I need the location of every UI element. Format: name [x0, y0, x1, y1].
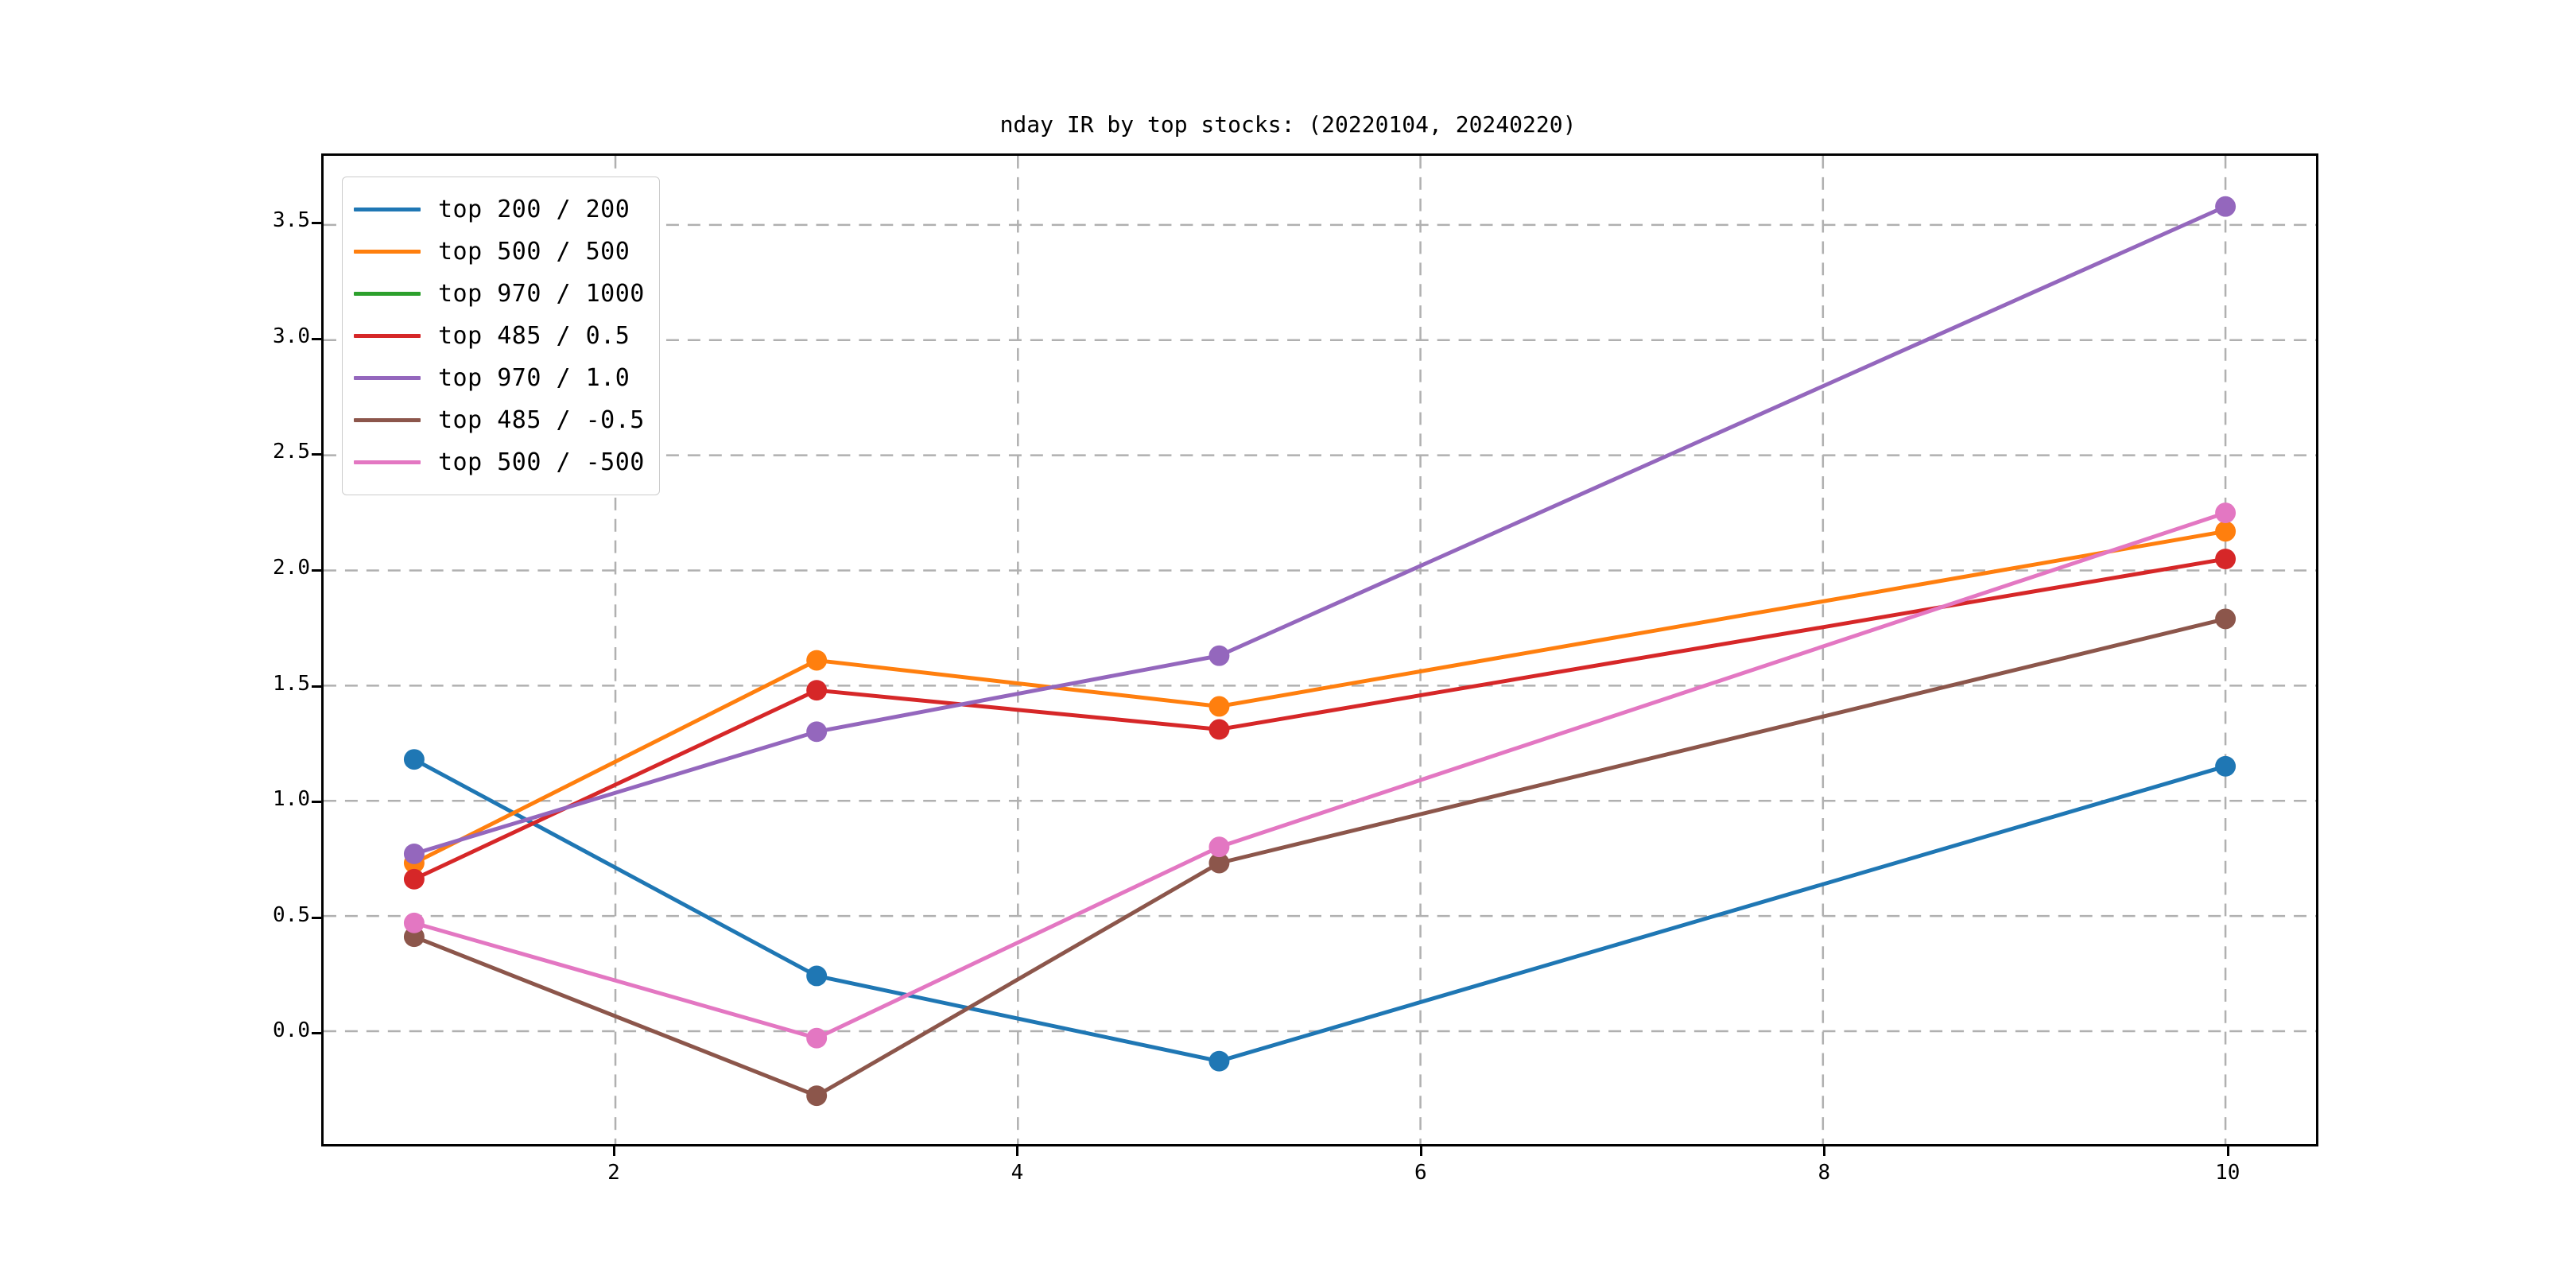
data-point-marker — [1208, 645, 1230, 666]
data-point-marker — [2215, 196, 2237, 217]
x-axis-tick-label: 8 — [1818, 1161, 1831, 1185]
data-point-marker — [806, 1027, 828, 1049]
x-axis-tick-mark — [612, 1146, 615, 1156]
series-line — [412, 529, 2228, 866]
legend-item[interactable]: top 500 / -500 — [354, 441, 645, 483]
data-point-marker — [806, 721, 828, 743]
series-line — [412, 616, 2228, 1098]
y-axis-tick-mark — [312, 1032, 321, 1035]
x-axis-tick-mark — [2226, 1146, 2229, 1156]
y-axis-tick-mark — [312, 916, 321, 919]
data-point-marker — [806, 965, 828, 987]
y-axis-tick-mark — [312, 685, 321, 688]
data-point-marker — [403, 868, 425, 890]
y-axis-tick-mark — [312, 222, 321, 225]
legend-item-label: top 200 / 200 — [438, 196, 630, 223]
data-point-marker — [1208, 696, 1230, 717]
x-axis-tick-mark — [1016, 1146, 1019, 1156]
legend-color-swatch — [354, 250, 421, 254]
legend-item-label: top 970 / 1.0 — [438, 364, 630, 392]
series-line — [412, 757, 2228, 1064]
x-axis-tick-mark — [1823, 1146, 1826, 1156]
y-axis-tick-label: 3.5 — [273, 208, 310, 233]
y-axis-tick-label: 2.0 — [273, 556, 310, 580]
y-axis-tick-label: 0.5 — [273, 902, 310, 927]
y-axis-tick-label: 3.0 — [273, 324, 310, 348]
data-point-marker — [2215, 755, 2237, 777]
legend-item-label: top 500 / -500 — [438, 448, 645, 476]
legend-item[interactable]: top 485 / -0.5 — [354, 399, 645, 441]
data-point-marker — [806, 650, 828, 671]
y-axis-tick-label: 0.0 — [273, 1018, 310, 1043]
data-point-marker — [403, 912, 425, 933]
x-axis-tick-mark — [1419, 1146, 1422, 1156]
legend-item-label: top 500 / 500 — [438, 238, 630, 266]
legend-color-swatch — [354, 292, 421, 296]
chart-title: nday IR by top stocks: (20220104, 202402… — [999, 111, 1577, 138]
x-axis-tick-label: 2 — [607, 1161, 620, 1185]
y-axis-tick-label: 1.5 — [273, 671, 310, 696]
legend-color-swatch — [354, 418, 421, 422]
legend-color-swatch — [354, 334, 421, 338]
legend-color-swatch — [354, 208, 421, 211]
legend-item[interactable]: top 200 / 200 — [354, 188, 645, 231]
data-point-marker — [2215, 549, 2237, 569]
series-line — [412, 557, 2228, 882]
legend-color-swatch — [354, 376, 421, 380]
legend-item[interactable]: top 970 / 1000 — [354, 273, 645, 315]
y-axis-tick-mark — [312, 453, 321, 456]
series-line — [412, 204, 2228, 856]
data-point-marker — [1208, 852, 1230, 874]
data-point-marker — [1208, 836, 1230, 858]
x-axis-tick-label: 6 — [1414, 1161, 1427, 1185]
y-axis-tick-label: 1.0 — [273, 787, 310, 812]
data-point-marker — [2215, 502, 2237, 524]
chart-legend[interactable]: top 200 / 200 top 500 / 500 top 970 / 1000… — [342, 177, 660, 495]
series-line — [412, 510, 2228, 1041]
x-axis-tick-label: 10 — [2215, 1161, 2240, 1185]
data-point-marker — [403, 843, 425, 864]
legend-item[interactable]: top 500 / 500 — [354, 231, 645, 273]
legend-item-label: top 485 / -0.5 — [438, 406, 645, 434]
legend-color-swatch — [354, 460, 421, 464]
legend-item[interactable]: top 485 / 0.5 — [354, 315, 645, 357]
legend-item-label: top 485 / 0.5 — [438, 322, 630, 350]
x-axis-tick-label: 4 — [1011, 1161, 1024, 1185]
data-point-marker — [403, 749, 425, 770]
series-lines — [403, 196, 2237, 1107]
data-point-marker — [1208, 1050, 1230, 1072]
data-point-marker — [806, 680, 828, 701]
y-axis-tick-mark — [312, 569, 321, 572]
data-point-marker — [1208, 719, 1230, 740]
legend-item-label: top 970 / 1000 — [438, 280, 645, 308]
data-point-marker — [2215, 521, 2237, 542]
y-axis-tick-mark — [312, 801, 321, 804]
legend-item[interactable]: top 970 / 1.0 — [354, 357, 645, 399]
data-point-marker — [806, 1085, 828, 1107]
data-point-marker — [2215, 608, 2237, 630]
y-axis-tick-mark — [312, 337, 321, 340]
y-axis-tick-label: 2.5 — [273, 440, 310, 464]
